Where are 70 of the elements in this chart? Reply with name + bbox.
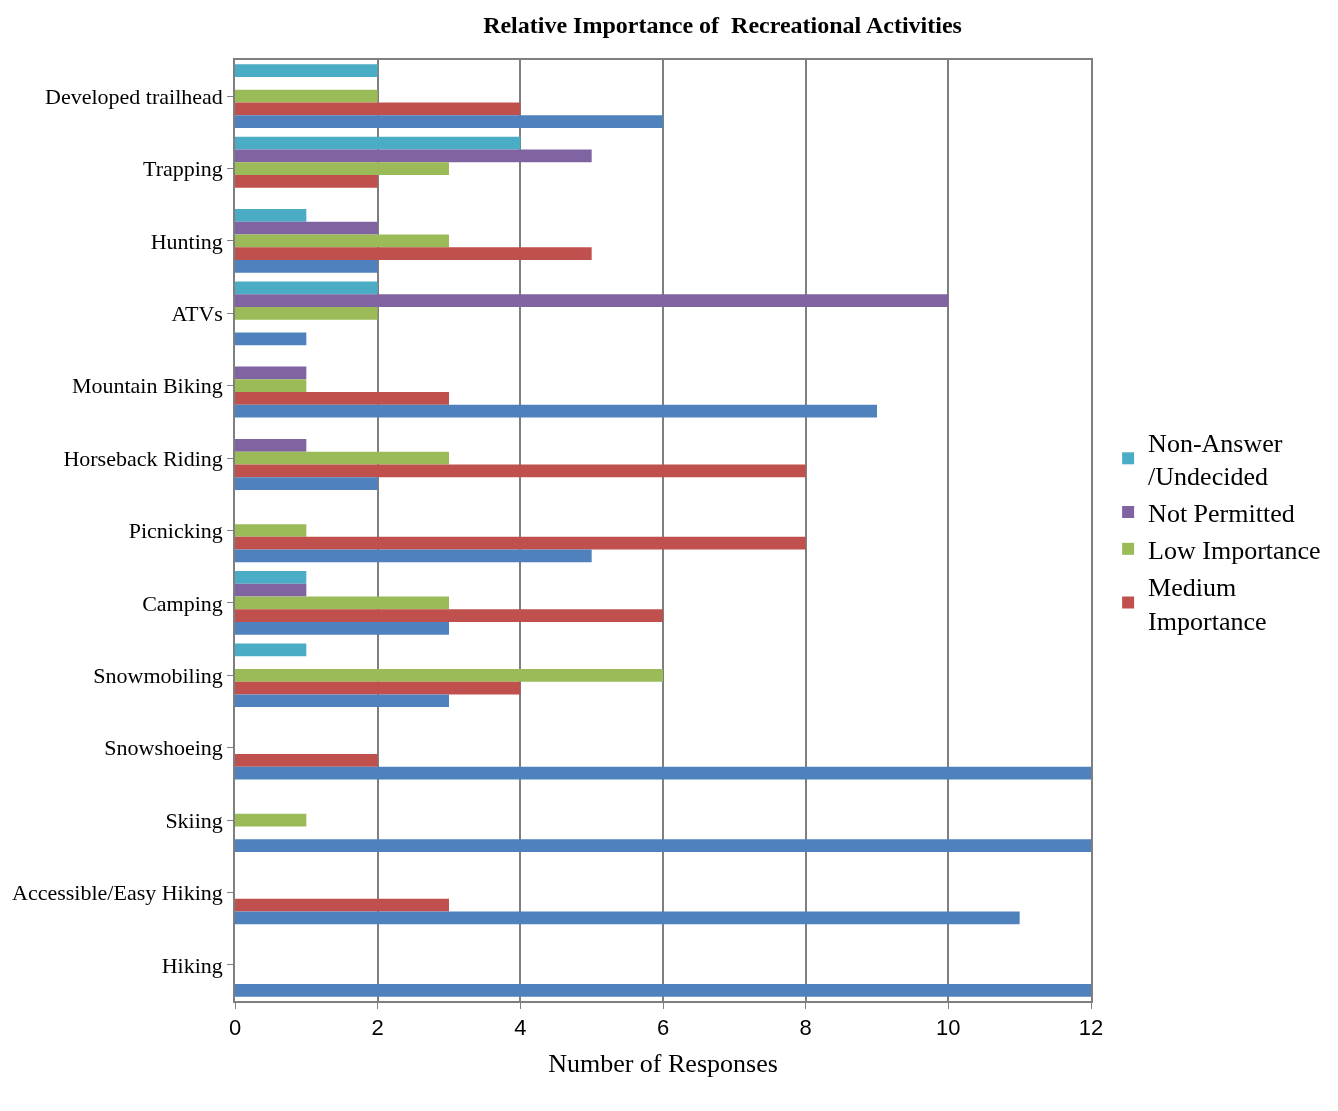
y-tick-label: Hiking <box>161 952 223 978</box>
y-tick-label: Snowshoeing <box>104 735 223 761</box>
bar <box>235 609 663 622</box>
x-axis-title: Number of Responses <box>548 1049 778 1079</box>
y-tick-label: Picnicking <box>128 518 223 544</box>
bar <box>235 392 449 405</box>
bar <box>235 332 307 346</box>
legend-label: Low Importance <box>1148 535 1321 565</box>
bar <box>235 247 592 261</box>
bar <box>235 549 592 563</box>
bar <box>235 596 449 610</box>
y-tick-label: Accessible/Easy Hiking <box>12 880 223 906</box>
bar <box>235 911 1020 925</box>
y-tick-label: Developed trailhead <box>45 83 223 109</box>
bar <box>235 464 806 478</box>
bar <box>235 260 378 273</box>
y-tick-label: ATVs <box>171 301 223 327</box>
bar <box>235 281 378 295</box>
bar <box>235 64 378 78</box>
bar <box>235 294 949 307</box>
bar <box>235 477 378 490</box>
x-tick-label: 10 <box>936 1015 961 1041</box>
bar <box>235 221 378 235</box>
x-tick-label: 8 <box>799 1015 812 1041</box>
bar <box>235 681 521 695</box>
bar <box>235 524 307 537</box>
y-tick-label: Trapping <box>142 156 223 182</box>
bar <box>235 379 307 393</box>
bar <box>235 102 521 116</box>
legend-label: Not Permitted <box>1148 499 1295 529</box>
bar <box>235 983 1091 997</box>
x-tick-label: 2 <box>371 1015 384 1041</box>
y-tick-label: Camping <box>142 590 223 616</box>
bar <box>235 404 877 418</box>
x-tick-label: 6 <box>656 1015 670 1041</box>
bar <box>235 621 449 635</box>
bar <box>235 234 449 248</box>
bar <box>235 209 307 222</box>
x-tick-label: 12 <box>1078 1015 1104 1041</box>
x-tick-label: 0 <box>228 1015 242 1041</box>
bar <box>235 162 449 175</box>
bar <box>235 439 307 452</box>
bar <box>235 306 378 320</box>
x-tick-label: 4 <box>514 1015 527 1041</box>
y-tick-label: Mountain Biking <box>71 373 223 399</box>
bar <box>235 136 521 150</box>
bar <box>235 898 449 912</box>
y-tick-label: Hunting <box>150 228 223 254</box>
y-tick-label: Snowmobiling <box>93 662 223 688</box>
bar <box>235 583 307 597</box>
bar <box>235 571 307 584</box>
bar <box>235 754 378 767</box>
bar <box>235 694 449 708</box>
bar <box>235 766 1091 780</box>
bar <box>235 813 307 827</box>
bar <box>235 839 1091 852</box>
y-tick-label: Skiing <box>165 807 223 833</box>
chart-title: Relative Importance of Recreational Activities <box>483 12 962 39</box>
bar <box>235 115 663 129</box>
bar <box>235 536 806 550</box>
bar <box>235 668 663 682</box>
y-tick-label: Horseback Riding <box>63 445 223 471</box>
bar <box>235 451 449 465</box>
legend-label: Medium Importance <box>1148 572 1267 636</box>
bar <box>235 149 592 163</box>
bar <box>235 643 307 657</box>
legend-label: Non-Answer /Undecided <box>1148 428 1283 492</box>
bar <box>235 174 378 188</box>
bar <box>235 89 378 103</box>
bar <box>235 366 307 380</box>
